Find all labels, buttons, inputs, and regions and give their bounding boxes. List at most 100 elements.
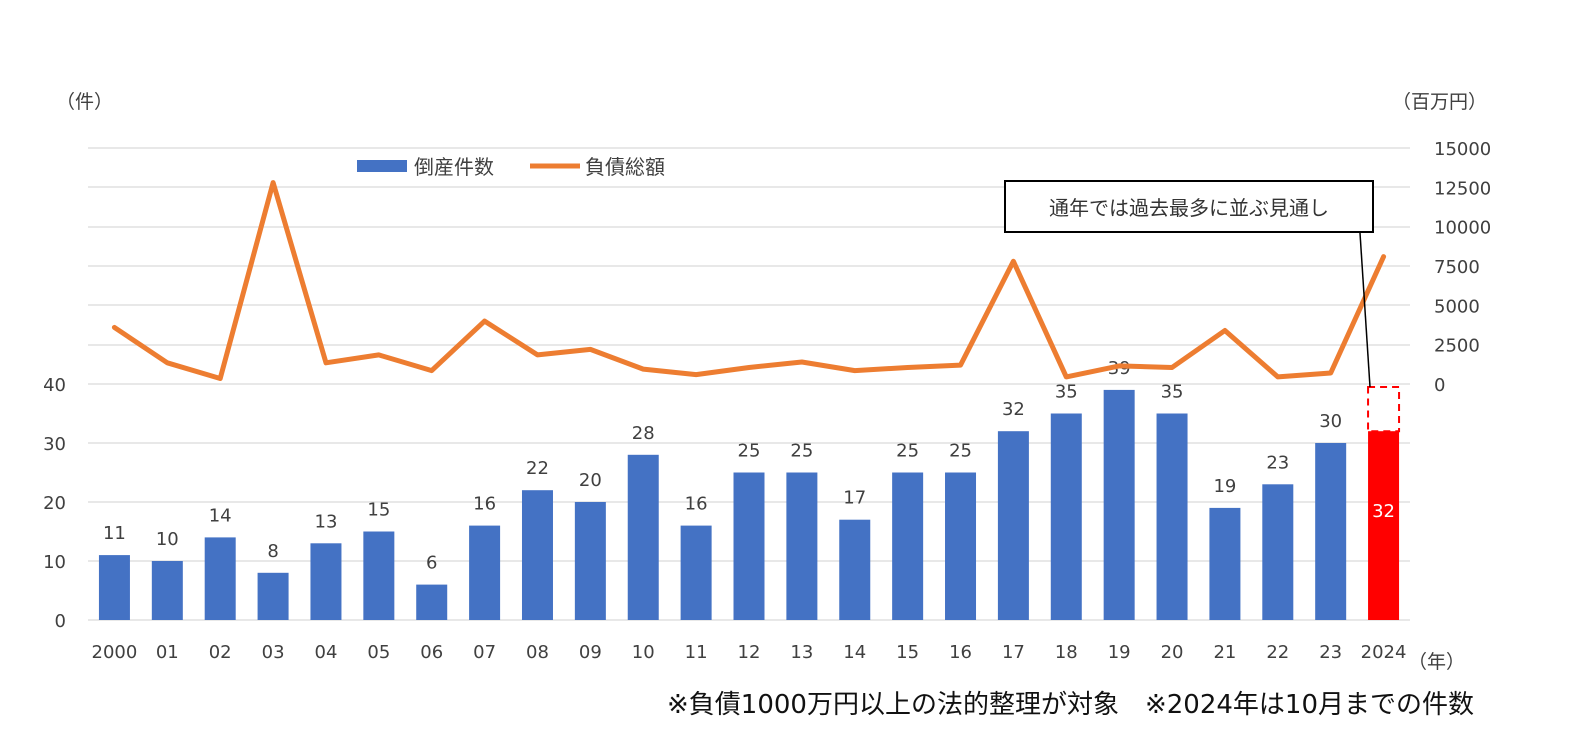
legend-label-bar: 倒産件数: [414, 155, 494, 179]
bar: [151, 561, 183, 620]
x-tick-label: 02: [209, 642, 232, 663]
line-series: [111, 180, 1387, 381]
bar: [997, 431, 1029, 620]
bar-data-label: 35: [1161, 382, 1184, 403]
annotation: [1359, 232, 1401, 433]
bar: [945, 472, 977, 620]
bar-data-label: 32: [1002, 399, 1025, 420]
bar-data-label: 6: [426, 553, 437, 574]
bar-data-label: 22: [526, 458, 549, 479]
bar-data-label: 20: [579, 470, 602, 491]
x-tick-label: 08: [526, 642, 549, 663]
bar-data-label: 32: [1372, 501, 1395, 522]
y-left-tick-label: 40: [43, 375, 66, 396]
x-tick-label: 06: [420, 642, 443, 663]
bar: [363, 531, 395, 620]
y-right-tick-label: 0: [1434, 375, 1445, 396]
y-right-tick-label: 5000: [1434, 296, 1480, 317]
line-path: [111, 180, 1387, 381]
x-tick-label: 23: [1319, 642, 1342, 663]
x-tick-label: 01: [156, 642, 179, 663]
x-unit-label: （年）: [1408, 651, 1465, 673]
x-tick-label: 05: [367, 642, 390, 663]
bar: [1103, 389, 1135, 620]
bar-data-label: 28: [632, 423, 655, 444]
bar: [1209, 507, 1241, 620]
bar: [1315, 443, 1347, 620]
bar: [680, 525, 712, 620]
bar: [1368, 431, 1400, 620]
footnote: ※負債1000万円以上の法的整理が対象 ※2024年は10月までの件数: [667, 690, 1474, 720]
x-tick-label: 09: [579, 642, 602, 663]
x-tick-label: 19: [1108, 642, 1131, 663]
x-tick-label: 2000: [92, 642, 138, 663]
legend-label-line: 負債総額: [585, 155, 665, 179]
bar: [310, 543, 342, 620]
bar: [257, 572, 289, 620]
bar: [733, 472, 765, 620]
annotation-callout: 通年では過去最多に並ぶ見通し: [1004, 180, 1374, 233]
x-tick-label: 20: [1161, 642, 1184, 663]
legend: 倒産件数 負債総額: [357, 155, 665, 179]
y-right-tick-label: 15000: [1434, 139, 1491, 160]
y-right-tick-label: 7500: [1434, 257, 1480, 278]
annotation-pointer: [1359, 232, 1371, 387]
bar-data-label: 25: [738, 441, 761, 462]
bar-data-label: 13: [315, 511, 338, 532]
x-tick-label: 07: [473, 642, 496, 663]
bar-data-label: 14: [209, 505, 232, 526]
bar: [574, 502, 606, 620]
bar-data-label: 16: [473, 494, 496, 515]
bar: [469, 525, 501, 620]
bar-data-label: 23: [1266, 452, 1289, 473]
x-tick-label: 13: [790, 642, 813, 663]
y-left-tick-label: 0: [55, 611, 66, 632]
y-left-unit-label: （件）: [56, 91, 113, 113]
bar-data-label: 30: [1319, 411, 1342, 432]
bar-data-label: 8: [267, 541, 278, 562]
legend-swatch-bar: [357, 160, 407, 172]
y-right-tick-label: 2500: [1434, 336, 1480, 357]
y-left-tick-label: 20: [43, 493, 66, 514]
bar: [98, 555, 130, 620]
bar: [1050, 413, 1082, 620]
x-tick-label: 2024: [1361, 642, 1407, 663]
bar: [521, 490, 553, 620]
bar: [1262, 484, 1294, 620]
bar-data-label: 11: [103, 523, 126, 544]
y-right-unit-label: （百万円）: [1392, 91, 1487, 113]
y-left-tick-label: 10: [43, 552, 66, 573]
y-left-tick-label: 30: [43, 434, 66, 455]
x-tick-label: 21: [1213, 642, 1236, 663]
x-tick-label: 17: [1002, 642, 1025, 663]
bar: [1156, 413, 1188, 620]
x-tick-label: 22: [1266, 642, 1289, 663]
bar: [416, 584, 448, 620]
x-tick-label: 15: [896, 642, 919, 663]
bar: [786, 472, 818, 620]
bar-data-label: 25: [949, 441, 972, 462]
bar-data-label: 17: [843, 488, 866, 509]
x-tick-label: 16: [949, 642, 972, 663]
projection-box: [1367, 385, 1401, 433]
bar-data-label: 10: [156, 529, 179, 550]
bar-series: [98, 389, 1400, 620]
x-tick-label: 11: [685, 642, 708, 663]
bar: [839, 519, 871, 620]
bar-data-label: 19: [1213, 476, 1236, 497]
x-tick-label: 18: [1055, 642, 1078, 663]
bar-data-label: 25: [896, 441, 919, 462]
bar-data-label: 15: [367, 500, 390, 521]
bar: [204, 537, 236, 620]
x-tick-label: 12: [738, 642, 761, 663]
x-tick-label: 03: [262, 642, 285, 663]
x-tick-label: 14: [843, 642, 866, 663]
bar-data-label: 25: [790, 441, 813, 462]
x-tick-label: 10: [632, 642, 655, 663]
bar: [892, 472, 924, 620]
y-right-tick-label: 10000: [1434, 218, 1491, 239]
y-right-tick-label: 12500: [1434, 178, 1491, 199]
